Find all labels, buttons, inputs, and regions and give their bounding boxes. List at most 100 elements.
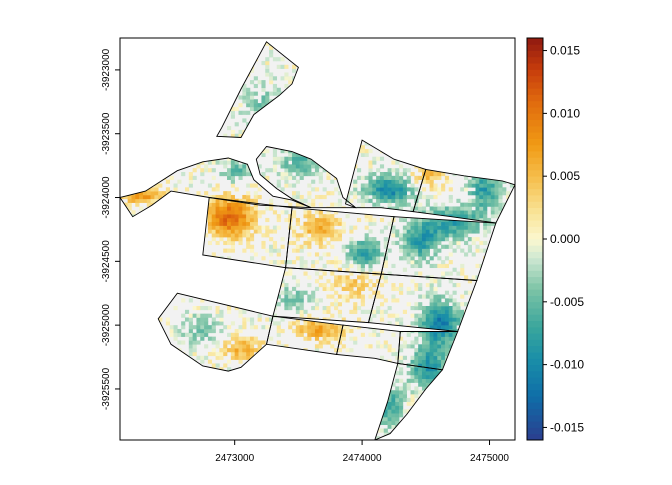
raster-cell (452, 210, 457, 215)
raster-cell (425, 420, 430, 425)
raster-cell (272, 103, 278, 108)
raster-cell (146, 244, 151, 249)
raster-cell (314, 221, 320, 226)
raster-cell (234, 390, 239, 395)
raster-cell (135, 309, 140, 314)
raster-cell (429, 256, 434, 261)
raster-cell (475, 152, 480, 157)
raster-cell (246, 91, 251, 96)
raster-cell (498, 382, 503, 387)
raster-cell (383, 382, 388, 387)
raster-cell (341, 244, 346, 249)
raster-cell (139, 168, 144, 173)
raster-cell (211, 229, 216, 234)
raster-cell (383, 45, 388, 50)
raster-cell (483, 133, 488, 138)
raster-cell (441, 183, 446, 188)
raster-cell (486, 344, 492, 349)
raster-cell (173, 202, 178, 207)
raster-cell (444, 344, 450, 349)
raster-cell (307, 252, 312, 257)
raster-cell (311, 214, 316, 219)
raster-cell (452, 225, 457, 230)
raster-cell (223, 202, 228, 207)
raster-cell (460, 348, 465, 353)
raster-cell (448, 252, 453, 257)
raster-cell (418, 194, 423, 200)
raster-cell (444, 210, 450, 215)
raster-cell (456, 302, 461, 307)
raster-cell (272, 355, 278, 360)
raster-cell (433, 202, 438, 207)
raster-cell (318, 394, 323, 399)
raster-cell (368, 252, 373, 257)
raster-cell (326, 240, 331, 246)
raster-cell (292, 152, 297, 157)
raster-cell (123, 244, 128, 249)
raster-cell (234, 302, 239, 307)
raster-cell (410, 233, 415, 238)
raster-cell (368, 237, 373, 242)
raster-cell (364, 99, 369, 104)
raster-cell (433, 126, 438, 131)
raster-cell (192, 344, 197, 349)
raster-cell (257, 267, 262, 272)
raster-cell (494, 336, 499, 341)
raster-cell (357, 420, 362, 425)
raster-cell (146, 217, 151, 223)
raster-cell (494, 325, 499, 330)
raster-cell (196, 313, 201, 318)
raster-cell (280, 283, 285, 288)
raster-cell (200, 87, 205, 92)
raster-cell (165, 129, 170, 135)
raster-cell (437, 76, 442, 81)
raster-cell (506, 344, 511, 349)
raster-cell (425, 202, 430, 207)
raster-cell (162, 217, 167, 223)
raster-cell (307, 202, 312, 207)
raster-cell (284, 129, 289, 135)
raster-cell (246, 172, 251, 177)
raster-cell (173, 225, 178, 230)
raster-cell (135, 294, 140, 299)
raster-cell (383, 237, 388, 242)
raster-cell (295, 237, 300, 242)
raster-cell (223, 225, 228, 230)
raster-cell (490, 183, 495, 188)
raster-cell (437, 149, 442, 154)
raster-cell (475, 137, 480, 142)
raster-cell (280, 118, 285, 123)
raster-cell (364, 187, 369, 192)
raster-cell (265, 41, 270, 46)
raster-cell (402, 382, 407, 387)
raster-cell (139, 72, 144, 77)
raster-cell (341, 183, 346, 188)
raster-cell (311, 263, 316, 269)
raster-cell (204, 397, 209, 403)
raster-cell (345, 256, 350, 261)
raster-cell (383, 194, 388, 200)
raster-cell (399, 191, 404, 196)
raster-cell (169, 206, 174, 211)
raster-cell (246, 214, 251, 219)
raster-cell (475, 168, 480, 173)
raster-cell (181, 137, 186, 142)
raster-cell (165, 367, 170, 372)
raster-cell (448, 409, 453, 414)
raster-cell (234, 328, 239, 334)
raster-cell (246, 317, 251, 322)
raster-cell (165, 64, 170, 69)
raster-cell (184, 309, 190, 314)
raster-cell (418, 363, 423, 368)
raster-cell (345, 409, 350, 414)
y-tick-label: -3924000 (101, 176, 112, 219)
raster-cell (303, 160, 308, 165)
raster-cell (444, 374, 450, 380)
raster-cell (418, 432, 423, 437)
raster-cell (295, 179, 300, 184)
raster-cell (337, 156, 343, 161)
raster-cell (490, 49, 495, 54)
raster-cell (253, 252, 258, 257)
raster-cell (360, 202, 365, 207)
raster-cell (395, 351, 400, 357)
